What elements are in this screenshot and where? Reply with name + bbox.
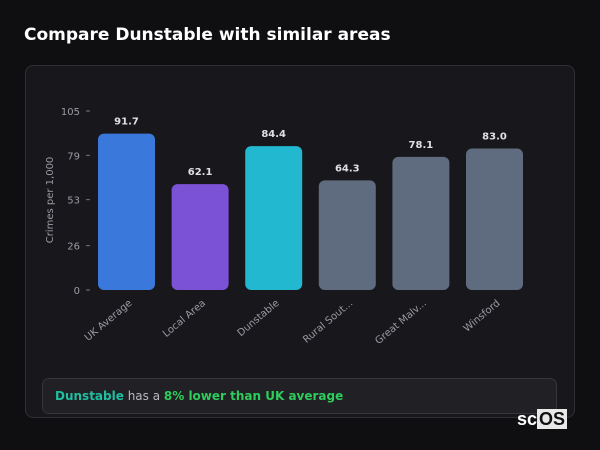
bar [318, 180, 376, 290]
summary-area: Dunstable [55, 389, 124, 403]
y-tick-label: 26 [67, 242, 80, 253]
bar-value-label: 84.4 [261, 129, 286, 140]
y-axis-label: Crimes per 1,000 [45, 157, 56, 244]
bar-value-label: 91.7 [114, 117, 139, 128]
bar [392, 156, 450, 290]
bar [466, 148, 523, 290]
summary-comparison: 8% lower than UK average [163, 389, 344, 403]
y-tick-label: 53 [67, 196, 80, 207]
x-tick-label: Dunstable [236, 298, 282, 339]
bar [171, 184, 229, 290]
x-tick-label: Great Malv... [373, 298, 429, 347]
x-tick-label: Local Area [161, 298, 208, 340]
comparison-summary: Dunstable has a 8% lower than UK average [42, 378, 557, 414]
bar [98, 133, 155, 290]
bar [245, 146, 303, 290]
y-tick-label: 79 [67, 151, 80, 162]
bar-value-label: 62.1 [188, 167, 213, 178]
x-tick-label: UK Average [83, 298, 135, 344]
summary-text: has a [123, 389, 164, 403]
bar-value-label: 78.1 [409, 140, 434, 151]
y-tick-label: 105 [61, 107, 80, 118]
y-tick-label: 0 [74, 286, 80, 297]
logo: sc OS [517, 409, 568, 429]
bar-value-label: 64.3 [335, 163, 360, 174]
x-tick-label: Rural Sout... [301, 298, 355, 346]
bar-value-label: 83.0 [482, 132, 507, 143]
x-tick-label: Winsford [462, 298, 503, 335]
page-title: Compare Dunstable with similar areas [24, 25, 391, 45]
